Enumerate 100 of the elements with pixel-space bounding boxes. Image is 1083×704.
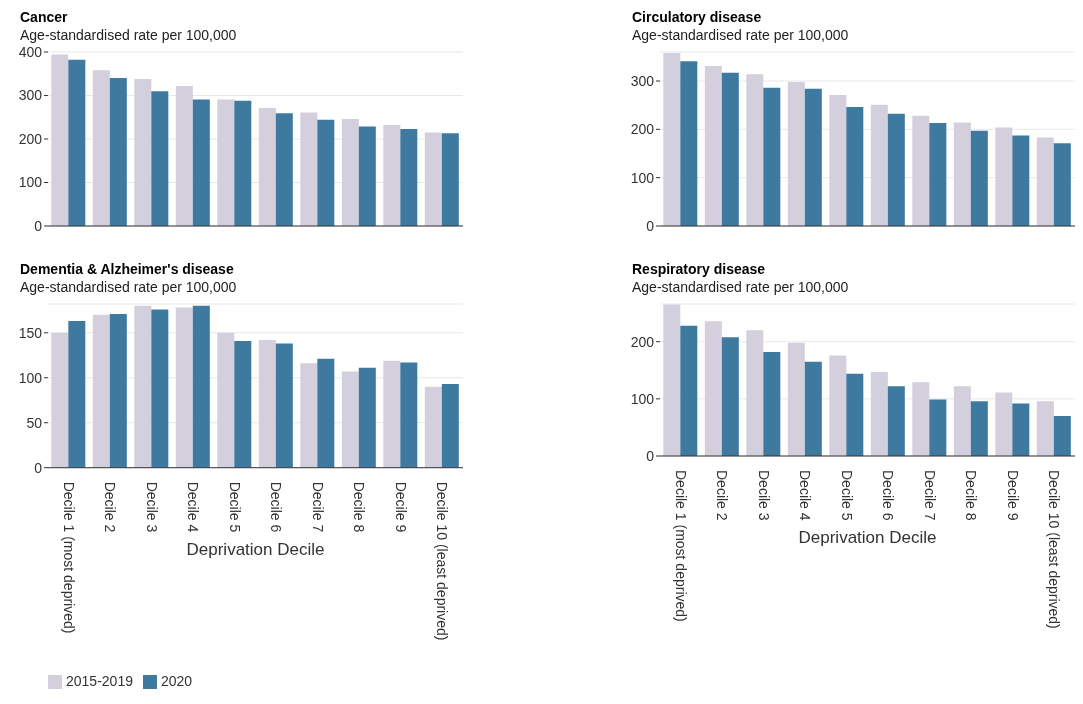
bar xyxy=(704,66,722,226)
x-tick-label: Decile 10 (least deprived) xyxy=(434,481,451,641)
bar xyxy=(68,59,86,226)
bar xyxy=(341,371,359,468)
x-tick-label: Decile 7 xyxy=(309,481,326,533)
chart-subtitle: Age-standardised rate per 100,000 xyxy=(20,278,238,296)
bar xyxy=(109,78,127,226)
bar xyxy=(970,130,988,226)
bar xyxy=(300,112,318,226)
y-tick-label: 100 xyxy=(630,390,655,407)
bar xyxy=(358,126,376,226)
bar xyxy=(953,122,971,226)
bar xyxy=(912,382,930,456)
bar xyxy=(424,132,442,226)
bar xyxy=(175,307,193,468)
y-tick-label: 0 xyxy=(34,459,43,476)
bar xyxy=(400,362,418,468)
x-tick-label: Decile 3 xyxy=(143,481,160,533)
y-tick-label: 150 xyxy=(18,324,43,341)
x-tick-label: Decile 9 xyxy=(1004,470,1021,521)
bar xyxy=(192,305,210,468)
bar xyxy=(441,384,459,468)
chart-subtitle: Age-standardised rate per 100,000 xyxy=(20,26,238,44)
bar xyxy=(400,129,418,226)
bar xyxy=(258,108,276,226)
bar xyxy=(92,314,110,468)
x-tick-label: Decile 10 (least deprived) xyxy=(1046,470,1063,629)
bar xyxy=(1053,143,1071,226)
bar xyxy=(109,313,127,468)
bar xyxy=(663,304,681,456)
x-axis-title: Deprivation Decile xyxy=(186,539,325,559)
bar xyxy=(1036,401,1054,456)
bar xyxy=(317,358,335,468)
bar xyxy=(887,386,905,456)
y-tick-label: 100 xyxy=(630,169,655,186)
legend-label: 2015-2019 xyxy=(66,672,133,689)
bar xyxy=(175,85,193,226)
bar xyxy=(704,321,722,456)
bar xyxy=(68,321,86,468)
y-tick-label: 200 xyxy=(630,333,655,350)
x-tick-label: Decile 1 (most deprived) xyxy=(672,470,689,622)
bar xyxy=(787,81,805,226)
bar xyxy=(887,113,905,226)
y-tick-label: 200 xyxy=(630,121,655,138)
bar xyxy=(1012,403,1030,456)
legend-label: 2020 xyxy=(160,672,193,689)
bar xyxy=(763,87,781,226)
bar xyxy=(846,107,864,226)
bar xyxy=(383,125,401,226)
y-tick-label: 50 xyxy=(26,414,43,431)
bar xyxy=(51,54,69,226)
bar xyxy=(134,78,152,226)
y-tick-label: 100 xyxy=(18,174,43,191)
bar xyxy=(663,52,681,226)
y-tick-label: 100 xyxy=(18,369,43,386)
bar xyxy=(275,113,293,226)
x-tick-label: Decile 8 xyxy=(963,470,980,521)
bar xyxy=(787,342,805,456)
bar xyxy=(804,88,822,226)
bar xyxy=(680,325,698,456)
bar xyxy=(829,355,847,456)
x-tick-label: Decile 5 xyxy=(226,481,243,533)
y-tick-label: 200 xyxy=(18,130,43,147)
bar xyxy=(829,95,847,226)
bar xyxy=(300,363,318,468)
bar xyxy=(258,339,276,468)
bar xyxy=(912,115,930,226)
bar xyxy=(341,118,359,226)
bar xyxy=(953,386,971,456)
y-tick-label: 300 xyxy=(18,87,43,104)
chart-subtitle: Age-standardised rate per 100,000 xyxy=(632,26,850,44)
chart-subtitle: Age-standardised rate per 100,000 xyxy=(632,278,850,296)
bar xyxy=(970,401,988,456)
bar xyxy=(234,340,252,468)
bar xyxy=(358,367,376,468)
bar xyxy=(804,361,822,456)
bar xyxy=(234,100,252,226)
bar xyxy=(1053,416,1071,456)
bar xyxy=(424,386,442,468)
bar xyxy=(217,332,235,468)
bar xyxy=(441,133,459,226)
y-tick-label: 400 xyxy=(18,43,43,60)
x-tick-label: Decile 5 xyxy=(838,470,855,521)
y-tick-label: 0 xyxy=(646,217,655,234)
chart-title: Dementia & Alzheimer's disease xyxy=(20,260,235,278)
x-tick-label: Decile 4 xyxy=(185,481,202,533)
bar xyxy=(763,352,781,456)
bar xyxy=(995,392,1013,456)
x-tick-label: Decile 8 xyxy=(351,481,368,533)
x-tick-label: Decile 6 xyxy=(268,481,285,533)
bar xyxy=(151,91,169,226)
chart-title: Circulatory disease xyxy=(632,8,763,26)
bar xyxy=(217,99,235,226)
bar xyxy=(1036,137,1054,226)
bar xyxy=(870,104,888,226)
y-tick-label: 0 xyxy=(646,447,655,464)
chart-title: Respiratory disease xyxy=(632,260,767,278)
bar xyxy=(746,74,764,226)
x-tick-label: Decile 3 xyxy=(755,470,772,521)
bar xyxy=(51,332,69,468)
